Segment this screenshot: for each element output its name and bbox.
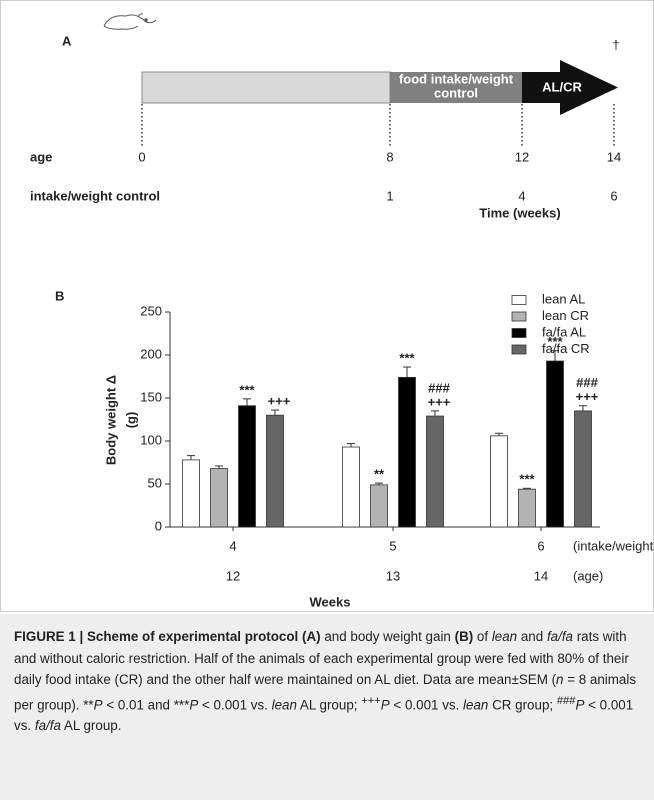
- axis-title: Time (weeks): [479, 205, 560, 220]
- row-label: (intake/weight control): [573, 538, 654, 553]
- caption-text: < 0.001 vs.: [198, 697, 271, 712]
- panel-label: A: [62, 33, 72, 48]
- bar: [267, 415, 284, 527]
- phase-label: food intake/weight: [399, 71, 514, 86]
- caption-text: lean: [492, 629, 517, 644]
- caption: FIGURE 1 | Scheme of experimental protoc…: [0, 614, 654, 800]
- phase-label: control: [434, 85, 478, 100]
- row-label: (age): [573, 568, 603, 583]
- x-axis-label: Weeks: [310, 594, 351, 609]
- bar: [211, 469, 228, 527]
- rat-icon: [104, 14, 156, 29]
- error-bar: [271, 410, 279, 415]
- caption-text: and body weight gain: [321, 629, 455, 644]
- caption-text: ###: [557, 695, 576, 707]
- row-label: age: [30, 149, 52, 164]
- legend-swatch: [512, 329, 526, 338]
- panel-label: B: [55, 288, 64, 303]
- bar: [183, 460, 200, 527]
- caption-text: fa/fa: [547, 629, 573, 644]
- x-tick-label: 4: [229, 538, 236, 553]
- y-axis-label: (g): [123, 412, 138, 429]
- bar: [491, 436, 508, 527]
- end-marker: †: [612, 37, 619, 52]
- error-bar: [243, 399, 251, 406]
- significance-label: ***: [519, 472, 535, 487]
- caption-text: P: [381, 697, 390, 712]
- phase-label: AL/CR: [542, 79, 582, 94]
- caption-text: lean: [272, 697, 297, 712]
- caption-text: fa/fa: [35, 718, 61, 733]
- y-tick-label: 50: [148, 475, 162, 490]
- caption-text: AL group;: [297, 697, 361, 712]
- y-tick-label: 150: [140, 389, 162, 404]
- x-tick-label-2: 12: [226, 568, 240, 583]
- caption-text: P: [94, 697, 103, 712]
- significance-label: +++: [268, 393, 291, 408]
- error-bar: [187, 456, 195, 460]
- error-bar: [579, 406, 587, 411]
- caption-text: P: [189, 697, 198, 712]
- bar: [371, 485, 388, 527]
- x-tick-label: 6: [537, 538, 544, 553]
- caption-text: of: [473, 629, 492, 644]
- legend-label: fa/fa AL: [542, 324, 586, 339]
- row-tick: 1: [386, 188, 393, 203]
- caption-text: (B): [455, 629, 474, 644]
- caption-text: CR group;: [488, 697, 556, 712]
- phase-bar: [142, 72, 390, 103]
- row-label: intake/weight control: [30, 188, 160, 203]
- significance-label: ###: [576, 375, 598, 390]
- row-tick: 14: [607, 149, 621, 164]
- legend-label: lean AL: [542, 291, 585, 306]
- legend-label: lean CR: [542, 308, 589, 323]
- bar: [343, 447, 360, 527]
- significance-label: ###: [428, 380, 450, 395]
- error-bar: [403, 367, 411, 377]
- bar: [399, 377, 416, 527]
- caption-text: and: [517, 629, 547, 644]
- significance-label: +++: [428, 394, 451, 409]
- row-tick: 8: [386, 149, 393, 164]
- y-tick-label: 100: [140, 432, 162, 447]
- significance-label: +++: [576, 389, 599, 404]
- bar: [575, 411, 592, 527]
- row-tick: 0: [138, 149, 145, 164]
- x-tick-label-2: 14: [534, 568, 548, 583]
- error-bar: [347, 444, 355, 447]
- legend-label: fa/fa CR: [542, 341, 590, 356]
- row-tick: 6: [610, 188, 617, 203]
- caption-text: AL group.: [61, 718, 122, 733]
- legend-swatch: [512, 312, 526, 321]
- significance-label: ***: [399, 350, 415, 365]
- caption-text: < 0.01 and ***: [103, 697, 190, 712]
- bar: [239, 406, 256, 527]
- page: Afood intake/weightcontrol AL/CR † age 0 8 12 1…: [0, 0, 654, 800]
- error-bar: [431, 411, 439, 416]
- caption-text: lean: [463, 697, 488, 712]
- row-tick: 4: [518, 188, 525, 203]
- row-tick: 12: [515, 149, 529, 164]
- bar: [547, 361, 564, 527]
- significance-label: ***: [239, 382, 255, 397]
- y-tick-label: 200: [140, 346, 162, 361]
- y-tick-label: 250: [140, 303, 162, 318]
- legend-swatch: [512, 296, 526, 305]
- legend-swatch: [512, 345, 526, 354]
- bar: [519, 489, 536, 527]
- y-tick-label: 0: [155, 518, 162, 533]
- y-axis-label: Body weight Δ: [103, 375, 118, 465]
- x-tick-label-2: 13: [386, 568, 400, 583]
- caption-text: FIGURE 1 | Scheme of experimental protoc…: [14, 629, 321, 644]
- significance-label: **: [374, 467, 385, 482]
- caption-text: < 0.001 vs.: [390, 697, 463, 712]
- bar: [427, 416, 444, 527]
- x-tick-label: 5: [389, 538, 396, 553]
- caption-text: +++: [361, 695, 381, 707]
